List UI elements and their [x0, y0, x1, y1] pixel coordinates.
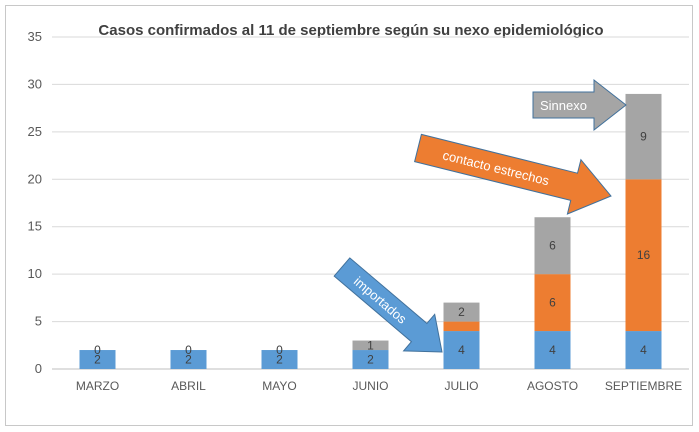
data-label-importados: 2: [367, 353, 374, 367]
y-tick-label: 20: [28, 171, 42, 186]
bar-segment-sinnexo: [443, 302, 480, 322]
x-tick-label: AGOSTO: [527, 379, 578, 393]
bar-segment-sinnexo: [352, 340, 389, 351]
bar-segment-contacto: [443, 321, 480, 332]
data-label-importados: 4: [549, 343, 556, 357]
bar-segment-importados: [352, 350, 389, 369]
y-tick-label: 0: [35, 361, 42, 376]
data-label-contacto: 16: [637, 248, 651, 262]
bars: [79, 93, 662, 369]
bar-segment-importados: [170, 350, 207, 369]
data-label-contacto: 0: [185, 343, 192, 357]
y-axis-ticks: 0 5 10 15 20 25 30 35: [28, 29, 42, 376]
stacked-bar-chart: Casos confirmados al 11 de septiembre se…: [28, 22, 689, 393]
y-tick-label: 35: [28, 29, 42, 44]
y-tick-label: 30: [28, 76, 42, 91]
contacto-arrow: [413, 133, 612, 215]
data-label-contacto: 6: [549, 296, 556, 310]
data-label-importados: 4: [640, 343, 647, 357]
x-tick-label: SEPTIEMBRE: [605, 379, 682, 393]
data-label-importados: 2: [276, 353, 283, 367]
chart-title: Casos confirmados al 11 de septiembre se…: [98, 22, 603, 39]
data-label-sinnexo: 9: [640, 130, 647, 144]
bar-segment-importados: [261, 350, 298, 369]
y-tick-label: 25: [28, 124, 42, 139]
data-label-contacto: 0: [276, 343, 283, 357]
data-label-sinnexo: 1: [367, 338, 374, 352]
x-tick-label: JUNIO: [353, 379, 389, 393]
x-tick-label: MAYO: [262, 379, 296, 393]
data-label-importados: 4: [458, 343, 465, 357]
x-axis-ticks: MARZO ABRIL MAYO JUNIO JULIO AGOSTO SEPTIEMBRE: [76, 379, 682, 393]
bar-segment-importados: [625, 331, 662, 369]
bar-segment-importados: [79, 350, 116, 369]
data-label-sinnexo: 6: [549, 239, 556, 253]
importados-arrow-label: importados: [351, 274, 410, 327]
data-label-importados: 2: [185, 353, 192, 367]
y-tick-label: 10: [28, 266, 42, 281]
sinnexo-arrow-label: Sinnexo: [540, 98, 587, 113]
bar-segment-sinnexo: [534, 217, 571, 275]
chart-frame: Casos confirmados al 11 de septiembre se…: [5, 5, 693, 426]
bar-segment-contacto: [625, 179, 662, 332]
data-label-sinnexo: 2: [458, 305, 465, 319]
x-tick-label: MARZO: [76, 379, 119, 393]
gridlines: [52, 36, 689, 370]
data-label-contacto: 0: [94, 343, 101, 357]
bar-segment-importados: [534, 331, 571, 369]
importados-arrow: [333, 257, 443, 353]
y-tick-label: 5: [35, 314, 42, 329]
data-label-importados: 2: [94, 353, 101, 367]
x-tick-label: ABRIL: [171, 379, 206, 393]
y-tick-label: 15: [28, 219, 42, 234]
sinnexo-arrow: [532, 78, 627, 132]
bar-segment-sinnexo: [625, 93, 662, 180]
bar-segment-importados: [443, 331, 480, 369]
x-tick-label: JULIO: [444, 379, 478, 393]
bar-segment-contacto: [534, 274, 571, 332]
